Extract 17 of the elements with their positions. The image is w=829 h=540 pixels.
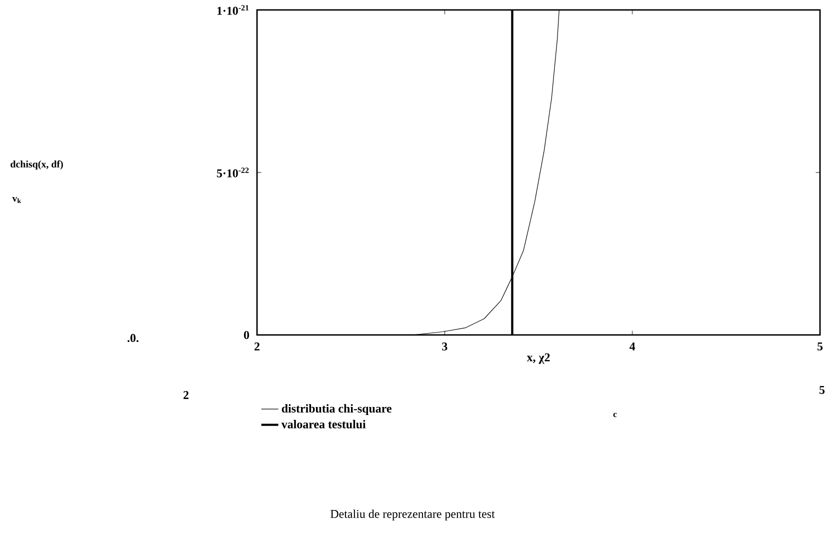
x-tick-label: 5 <box>818 342 823 350</box>
x-tick-label: 2 <box>254 342 260 350</box>
y-tick-label: 0 <box>244 330 250 340</box>
text: 2 <box>184 391 188 399</box>
text: c <box>613 412 617 418</box>
text: 5 <box>819 386 825 394</box>
y-tick-label: 5·10$^{-22}$ <box>216 168 249 178</box>
x-tick-label: 4 <box>630 342 636 350</box>
x-axis-title: x, χ2 <box>526 353 550 364</box>
text: .0. <box>128 334 138 342</box>
text: Detaliu de reprezentare pentru test <box>330 510 495 520</box>
x-tick-label: 3 <box>442 342 448 351</box>
legend-label: distributia chi-square <box>282 404 392 416</box>
y-tick-label: 1·10$^{-21}$ <box>217 5 249 15</box>
text: v$_{k}$ <box>12 196 22 204</box>
legend-label: valoarea testului <box>281 420 366 428</box>
text: dchisq(x, df) <box>10 160 63 170</box>
